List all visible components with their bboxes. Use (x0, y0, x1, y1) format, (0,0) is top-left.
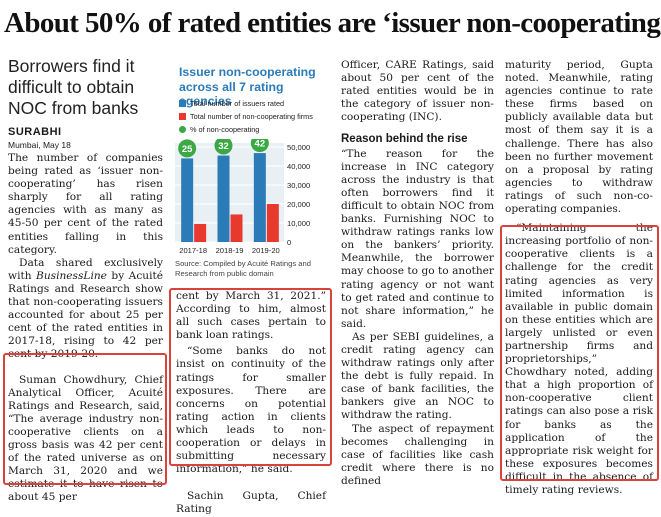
legend-swatch (179, 100, 186, 107)
x-tick-label: 2017-18 (179, 246, 207, 255)
bar-non-cooperating (230, 214, 243, 242)
paragraph: Officer, CARE Ratings, said about 50 per… (341, 59, 494, 124)
paragraph: “Maintaining the increasing portfolio of… (505, 222, 653, 496)
pct-marker (250, 139, 269, 153)
legend-pct: % of non-cooperating (179, 125, 259, 134)
highlight-box (500, 225, 659, 481)
column-4: maturity period, Gupta noted. Meanwhile,… (505, 59, 653, 497)
legend-label: % of non-cooperating (190, 125, 260, 134)
section-subhead: Reason behind the rise (341, 133, 468, 146)
pct-marker (178, 139, 197, 158)
y-tick-label: 10,000 (287, 219, 310, 228)
legend-total: Total number of issuers rated (179, 99, 284, 108)
chart-source: Source: Compiled by Acuité Ratings and R… (175, 259, 311, 278)
paragraph: cent by March 31, 2021.” According to hi… (176, 290, 326, 342)
pct-label: 25 (182, 144, 193, 155)
paragraph: Sachin Gupta, Chief Rating (176, 490, 326, 516)
bar-total (253, 153, 266, 242)
subheadline: Borrowers find it difficult to obtain NO… (8, 56, 139, 118)
column-3: Officer, CARE Ratings, said about 50 per… (341, 59, 494, 488)
highlight-box (3, 353, 167, 485)
legend-swatch (179, 113, 186, 120)
text: Data shared exclusively with (8, 256, 163, 282)
paragraph: The number of companies being rated as ‘… (8, 152, 163, 256)
y-tick-label: 20,000 (287, 200, 310, 209)
chart-panel: Issuer non-cooperating across all 7 rati… (171, 59, 321, 288)
paragraph: “Some banks do not insist on continuity … (176, 345, 326, 476)
paragraph: The aspect of repayment becomes challeng… (341, 422, 494, 487)
paragraph: Data shared exclusively with BusinessLin… (8, 257, 163, 362)
y-tick-label: 40,000 (287, 162, 310, 171)
paragraph: “The reason for the increase in INC cate… (341, 147, 494, 330)
y-tick-label: 0 (287, 238, 291, 247)
bar-chart: 50,000 40,000 30,000 20,000 10,000 0 25 2017-18… (175, 139, 310, 255)
pct-label: 32 (218, 141, 229, 152)
headline: About 50% of rated entities are ‘issuer … (4, 7, 661, 39)
dateline: Mumbai, May 18 (8, 140, 71, 150)
paragraph: As per SEBI guidelines, a credit rating … (341, 330, 494, 422)
legend-label: Total number of non-cooperating firms (190, 112, 313, 121)
legend-swatch (179, 126, 186, 133)
pct-marker (214, 139, 233, 155)
publication-name: BusinessLine (36, 269, 107, 282)
bar-total (217, 155, 230, 242)
y-tick-label: 30,000 (287, 181, 310, 190)
legend-label: Total number of issuers rated (190, 99, 285, 108)
paragraph: Suman Chowdhury, Chief Analytical Office… (8, 373, 163, 504)
bar-non-cooperating (266, 204, 279, 242)
highlight-box (169, 288, 332, 466)
chart-title: Issuer non-cooperating across all 7 rati… (179, 65, 316, 108)
bar-non-cooperating (194, 223, 207, 242)
paragraph: maturity period, Gupta noted. Meanwhile,… (505, 59, 653, 216)
text: by Acuité Ratings and Research show that… (8, 269, 164, 361)
bar-total (181, 158, 194, 242)
column-2: cent by March 31, 2021.” According to hi… (176, 290, 326, 517)
column-1: The number of companies being rated as ‘… (8, 152, 163, 504)
y-tick-label: 50,000 (287, 143, 310, 152)
x-tick-label: 2018-19 (216, 246, 244, 255)
legend-nonco: Total number of non-cooperating firms (179, 112, 313, 121)
byline: SURABHI (8, 126, 62, 138)
pct-label: 42 (255, 139, 266, 150)
x-tick-label: 2019-20 (252, 246, 280, 255)
